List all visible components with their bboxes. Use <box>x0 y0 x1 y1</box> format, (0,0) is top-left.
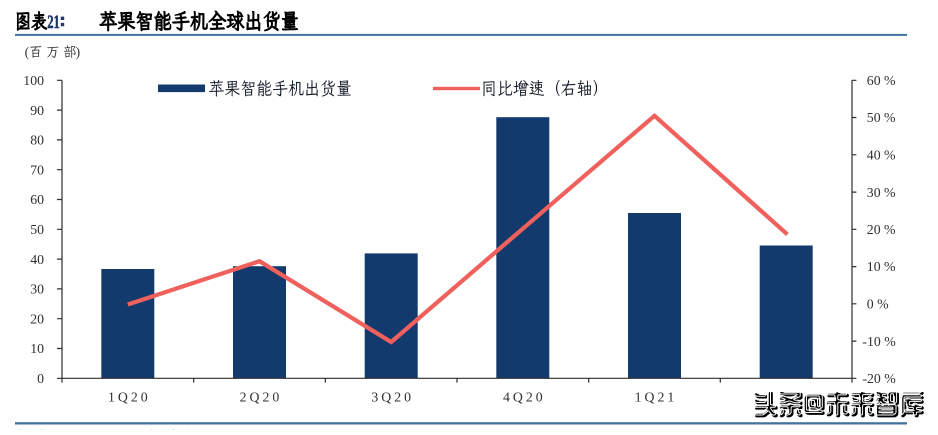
svg-text:70: 70 <box>30 162 44 177</box>
svg-text:30: 30 <box>30 282 44 297</box>
svg-text:60: 60 <box>30 192 44 207</box>
svg-text:21: 21 <box>47 12 60 33</box>
svg-text:2Q20: 2Q20 <box>240 390 283 405</box>
svg-text:90: 90 <box>30 103 44 118</box>
svg-text:50 %: 50 % <box>867 110 896 125</box>
svg-text:(: ( <box>25 45 30 60</box>
svg-text:100: 100 <box>23 73 44 88</box>
svg-text:10 %: 10 % <box>867 259 896 274</box>
svg-text:0 %: 0 % <box>867 297 889 312</box>
svg-text:0: 0 <box>37 371 44 386</box>
svg-text:-20 %: -20 % <box>862 371 896 386</box>
svg-text:40: 40 <box>30 252 44 267</box>
svg-text:1Q20: 1Q20 <box>108 390 151 405</box>
svg-text:4Q20: 4Q20 <box>503 390 546 405</box>
svg-text:80: 80 <box>30 133 44 148</box>
svg-text:60 %: 60 % <box>867 73 896 88</box>
svg-text:-10 %: -10 % <box>862 334 896 349</box>
svg-text:40 %: 40 % <box>867 148 896 163</box>
svg-text:30 %: 30 % <box>867 185 896 200</box>
svg-text:10: 10 <box>30 341 44 356</box>
svg-text:20 %: 20 % <box>867 222 896 237</box>
svg-text:1Q21: 1Q21 <box>635 390 678 405</box>
svg-text:50: 50 <box>30 222 44 237</box>
svg-text:20: 20 <box>30 311 44 326</box>
svg-text:): ) <box>76 45 81 60</box>
svg-text:3Q20: 3Q20 <box>371 390 414 405</box>
